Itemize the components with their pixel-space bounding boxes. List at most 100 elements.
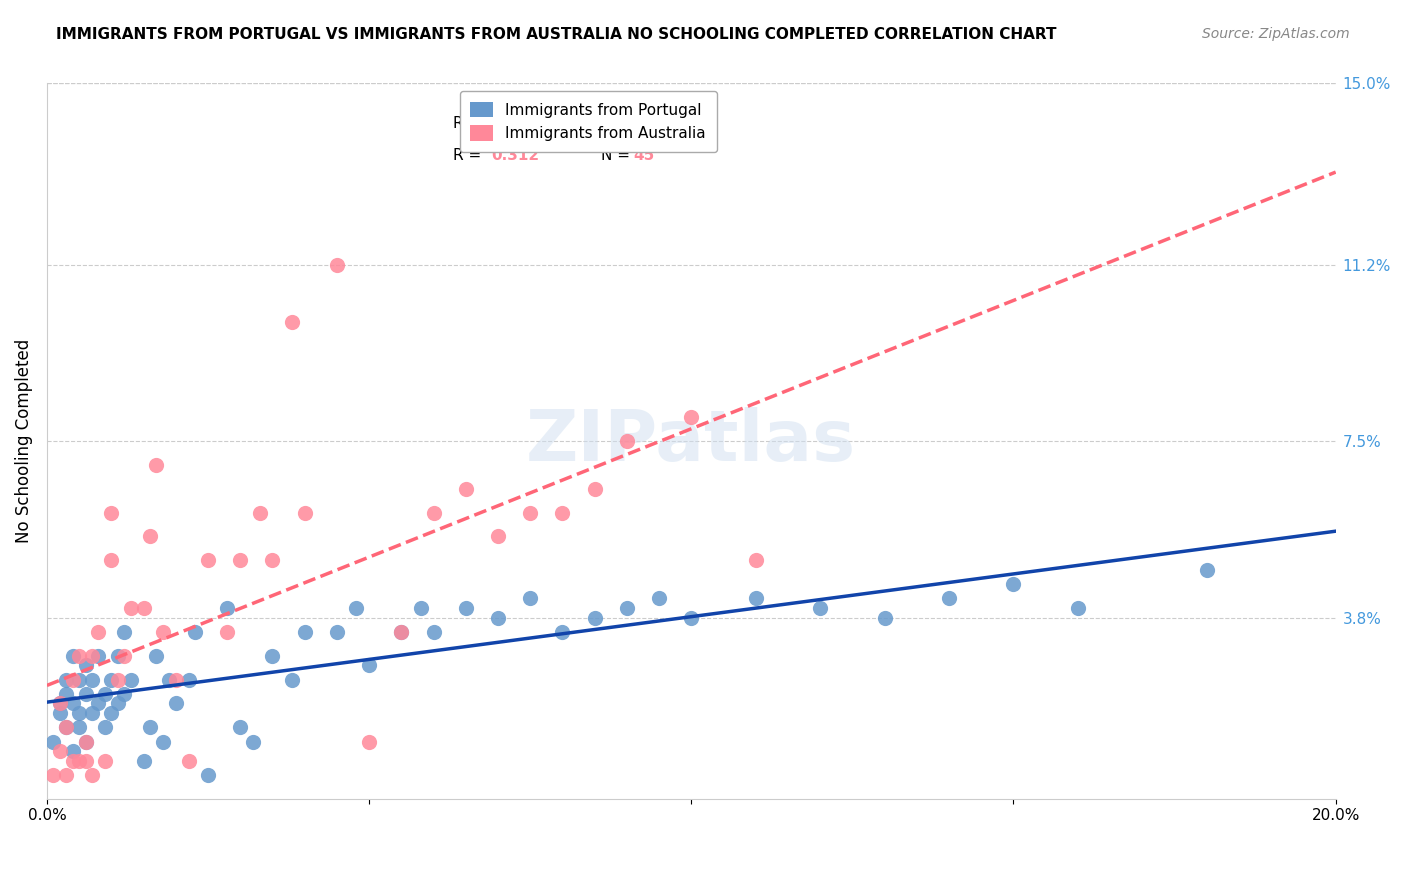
Point (1067, 601, 1090, 615)
Point (112, 648, 135, 663)
Point (80, 768, 103, 782)
Point (145, 458, 167, 472)
Point (409, 601, 432, 615)
Point (938, 591, 960, 606)
Point (744, 553, 766, 567)
Point (49, 697, 72, 711)
Point (294, 624, 316, 639)
Point (454, 601, 477, 615)
Point (94, 720, 117, 734)
Text: 64: 64 (633, 116, 655, 130)
Point (75, 658, 97, 673)
Point (262, 648, 284, 663)
Text: IMMIGRANTS FROM PORTUGAL VS IMMIGRANTS FROM AUSTRALIA NO SCHOOLING COMPLETED COR: IMMIGRANTS FROM PORTUGAL VS IMMIGRANTS F… (56, 27, 1057, 42)
Point (67, 673, 90, 687)
Point (49, 744, 72, 758)
Point (165, 673, 187, 687)
Point (100, 673, 122, 687)
Point (112, 687, 135, 701)
Point (217, 624, 239, 639)
Point (152, 734, 174, 748)
Point (551, 506, 574, 520)
Point (583, 482, 606, 496)
Point (389, 624, 412, 639)
Point (242, 734, 264, 748)
Point (62, 754, 84, 768)
Point (359, 658, 381, 673)
Point (422, 624, 444, 639)
Point (229, 553, 252, 567)
Point (486, 529, 509, 543)
Point (681, 410, 703, 425)
Legend: Immigrants from Portugal, Immigrants from Australia: Immigrants from Portugal, Immigrants fro… (460, 91, 717, 152)
Text: R =: R = (453, 148, 486, 163)
Text: N =: N = (602, 148, 636, 163)
Point (67, 720, 90, 734)
Text: Source: ZipAtlas.com: Source: ZipAtlas.com (1202, 27, 1350, 41)
Point (67, 706, 90, 720)
Point (139, 720, 162, 734)
Point (100, 506, 122, 520)
Point (87, 624, 110, 639)
Point (389, 624, 412, 639)
Point (326, 258, 349, 272)
Point (67, 754, 90, 768)
Point (62, 648, 84, 663)
Point (94, 754, 117, 768)
Point (87, 697, 110, 711)
Point (100, 706, 122, 720)
Point (1195, 563, 1218, 577)
Point (55, 720, 77, 734)
Point (519, 591, 541, 606)
Point (62, 673, 84, 687)
Text: R =: R = (453, 116, 486, 130)
Text: ZIPatlas: ZIPatlas (526, 407, 856, 475)
Point (229, 720, 252, 734)
Point (281, 315, 304, 329)
Point (55, 673, 77, 687)
Point (1002, 577, 1025, 591)
Point (217, 601, 239, 615)
Point (87, 648, 110, 663)
Point (197, 553, 219, 567)
Point (177, 673, 200, 687)
Point (75, 754, 97, 768)
Point (583, 610, 606, 624)
Y-axis label: No Schooling Completed: No Schooling Completed (15, 339, 32, 543)
Point (422, 506, 444, 520)
Point (107, 673, 129, 687)
Point (454, 482, 477, 496)
Text: 0.312: 0.312 (492, 148, 540, 163)
Point (120, 673, 142, 687)
Point (681, 610, 703, 624)
Point (197, 768, 219, 782)
Point (107, 648, 129, 663)
Point (551, 624, 574, 639)
Point (486, 610, 509, 624)
Point (100, 553, 122, 567)
Point (75, 687, 97, 701)
Point (145, 648, 167, 663)
Point (808, 601, 831, 615)
Point (62, 697, 84, 711)
Point (132, 754, 155, 768)
Point (80, 673, 103, 687)
Point (152, 624, 174, 639)
Point (139, 529, 162, 543)
Point (519, 506, 541, 520)
Point (359, 734, 381, 748)
Point (326, 624, 349, 639)
Text: 45: 45 (633, 148, 655, 163)
Point (75, 734, 97, 748)
Point (94, 687, 117, 701)
Point (49, 697, 72, 711)
Point (616, 434, 638, 449)
Point (42, 734, 65, 748)
Point (55, 768, 77, 782)
Point (281, 673, 304, 687)
Point (616, 601, 638, 615)
Point (294, 506, 316, 520)
Point (165, 697, 187, 711)
Point (75, 734, 97, 748)
Point (55, 720, 77, 734)
